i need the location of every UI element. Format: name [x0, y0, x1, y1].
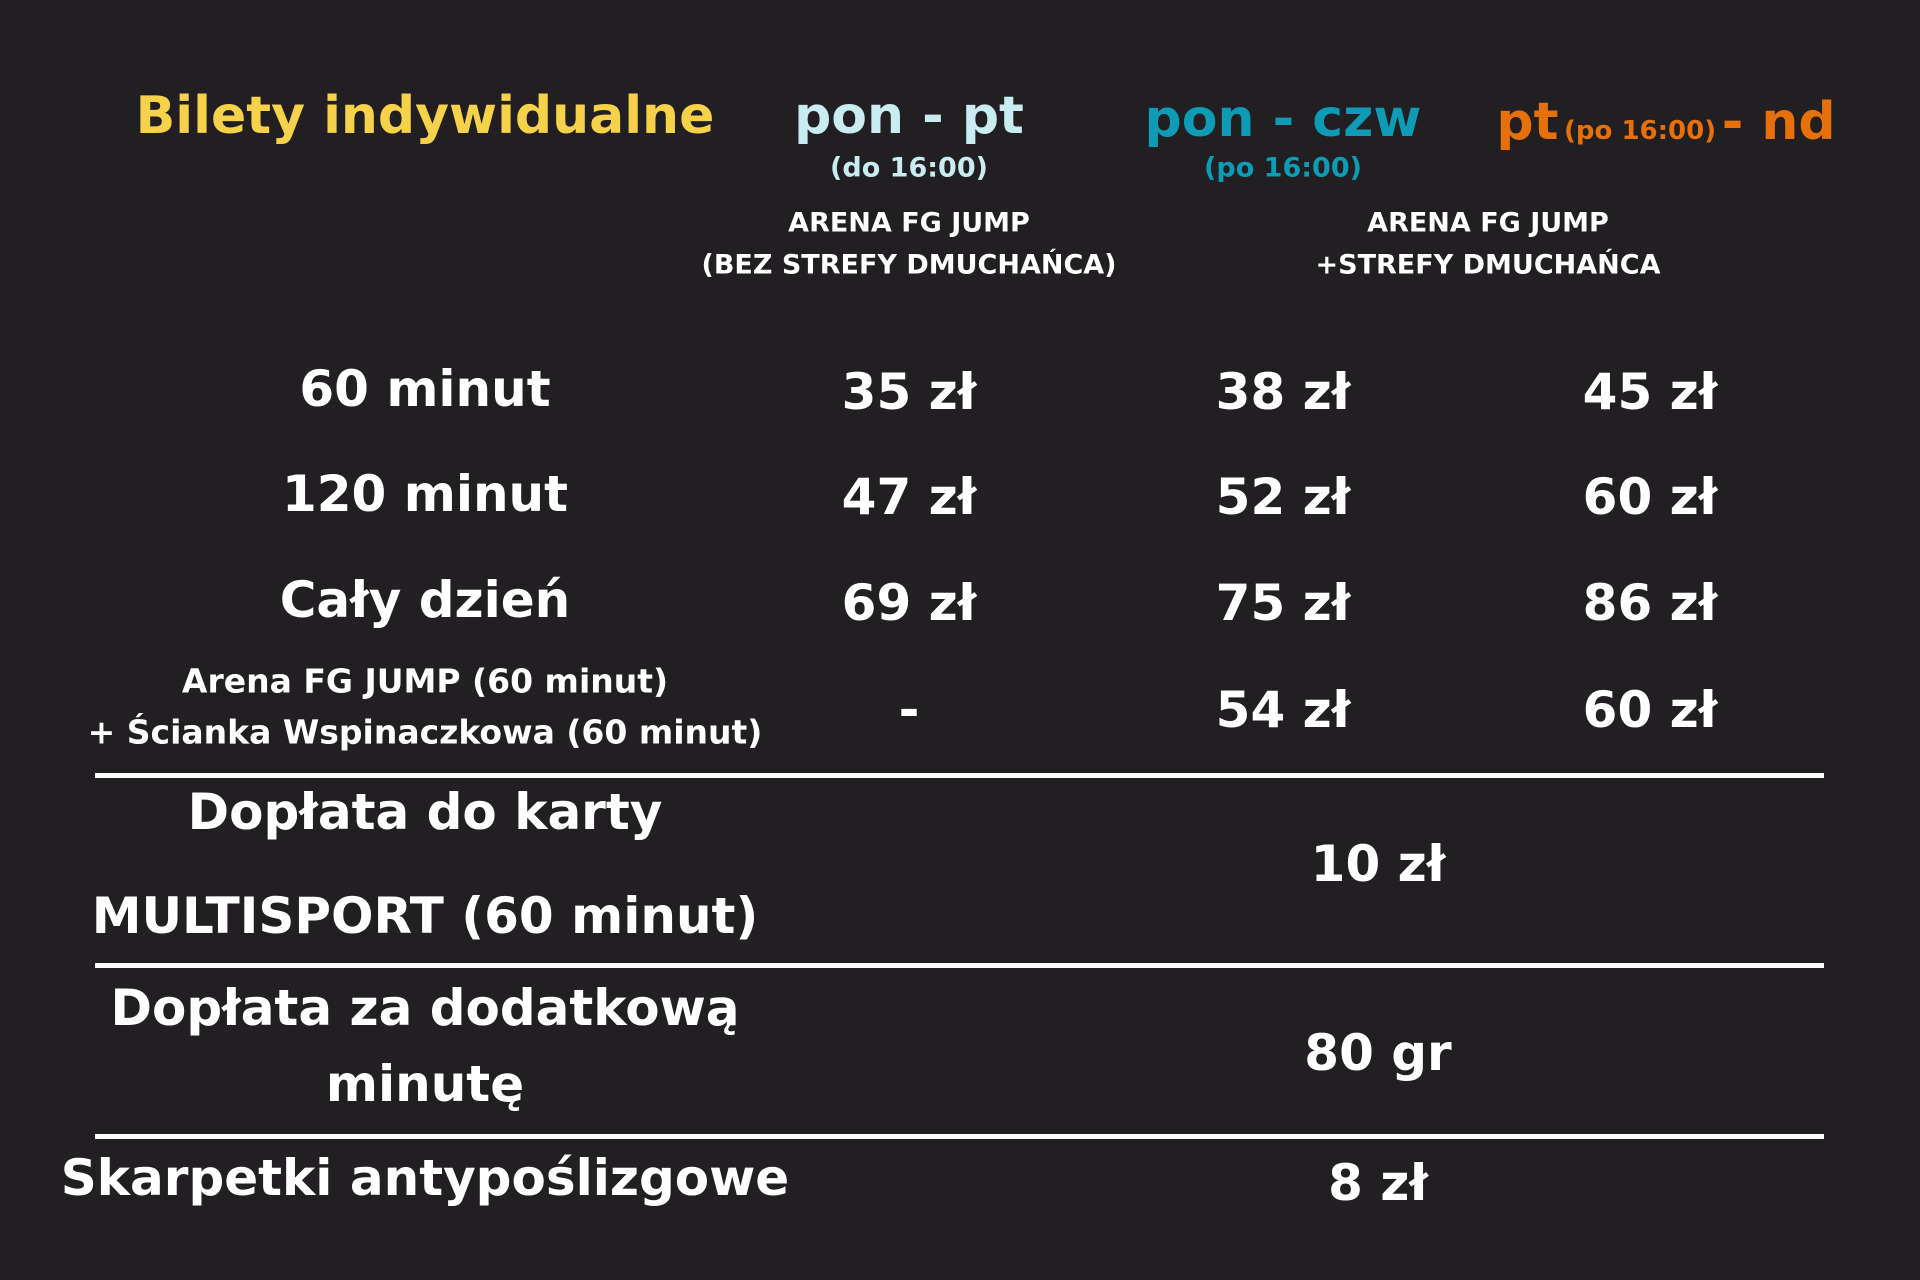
extra-label-line1: Dopłata za dodatkową — [110, 979, 740, 1037]
price-cell: 35 zł — [841, 363, 977, 421]
group-label-1-line2: (BEZ STREFY DMUCHAŃCA) — [701, 249, 1117, 281]
row-label-line2: + Ścianka Wspinaczkowa (60 minut) — [87, 712, 763, 752]
column-header-pon-czw: pon - czw — [1144, 89, 1422, 149]
extra-label: Skarpetki antypoślizgowe — [60, 1149, 790, 1207]
column-header-nd: - nd — [1721, 92, 1836, 152]
column-note-pt-nd: (po 16:00) — [1564, 116, 1717, 146]
column-header-pon-pt: pon - pt — [794, 86, 1024, 146]
price-cell: 69 zł — [841, 574, 977, 632]
column-note-pon-pt: (do 16:00) — [830, 152, 988, 184]
price-cell: 60 zł — [1582, 681, 1718, 739]
row-label: 60 minut — [299, 360, 551, 418]
column-header-pt: pt — [1496, 92, 1559, 152]
row-label: 120 minut — [281, 465, 569, 523]
price-cell: 54 zł — [1215, 681, 1351, 739]
price-cell: - — [898, 681, 920, 739]
price-cell: 52 zł — [1215, 468, 1351, 526]
price-cell: 60 zł — [1582, 468, 1718, 526]
extra-label-line2: minutę — [325, 1055, 525, 1113]
price-cell: 86 zł — [1582, 574, 1718, 632]
column-note-pon-czw: (po 16:00) — [1204, 152, 1362, 184]
price-cell: 38 zł — [1215, 363, 1351, 421]
price-cell: 45 zł — [1582, 363, 1718, 421]
price-cell: 47 zł — [841, 468, 977, 526]
extra-label-line2: MULTISPORT (60 minut) — [91, 887, 759, 945]
group-label-2-line1: ARENA FG JUMP — [1367, 207, 1609, 239]
divider — [95, 963, 1824, 968]
divider — [95, 773, 1824, 778]
group-label-1-line1: ARENA FG JUMP — [788, 207, 1030, 239]
divider — [95, 1134, 1824, 1139]
extra-label-line1: Dopłata do karty — [187, 783, 663, 841]
row-label: Cały dzień — [279, 571, 571, 629]
column-header-pt-nd: pt (po 16:00) - nd — [1496, 96, 1835, 148]
page-title: Bilety indywidualne — [135, 86, 715, 146]
extra-value: 80 gr — [1304, 1024, 1452, 1082]
extra-value: 10 zł — [1310, 835, 1446, 893]
extra-value: 8 zł — [1328, 1154, 1428, 1212]
price-cell: 75 zł — [1215, 574, 1351, 632]
group-label-2-line2: +STREFY DMUCHAŃCA — [1315, 249, 1661, 281]
row-label-line1: Arena FG JUMP (60 minut) — [181, 661, 669, 701]
